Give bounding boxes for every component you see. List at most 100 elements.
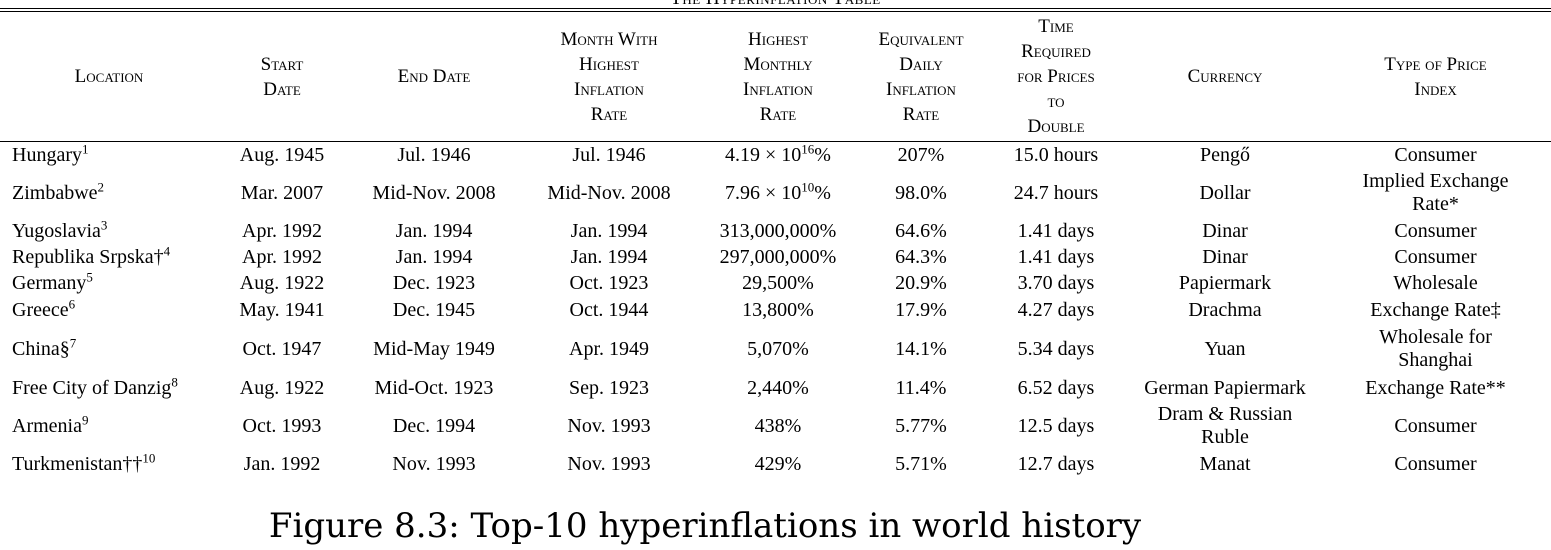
cell-price-index: Consumer — [1394, 453, 1477, 475]
table-row: Zimbabwe2 Mar. 2007 Mid-Nov. 2008 Mid-No… — [0, 169, 1551, 217]
cell-highest-monthly: 4.19 × 1016% — [725, 141, 831, 167]
cell-currency: Papiermark — [1178, 272, 1272, 294]
cell-price-index: Wholesale for Shanghai — [1379, 326, 1492, 371]
cell-daily-rate: 98.0% — [895, 182, 947, 204]
cell-currency: Dram & Russian Ruble — [1157, 403, 1293, 448]
cell-currency: Yuan — [1204, 338, 1246, 360]
cell-location: Turkmenistan††10 — [12, 450, 156, 475]
cell-end-date: Mid-Nov. 2008 — [372, 182, 496, 204]
table-row: Germany5 Aug. 1922 Dec. 1923 Oct. 1923 2… — [0, 270, 1551, 296]
cell-daily-rate: 207% — [897, 144, 945, 167]
cell-highest-monthly: 297,000,000% — [719, 246, 837, 268]
hyperinflation-table: Location Start Date End Date Month With Hi… — [0, 13, 1551, 477]
cell-location: China§7 — [12, 335, 77, 360]
cell-currency: Dinar — [1202, 219, 1248, 242]
cell-daily-rate: 64.6% — [895, 219, 947, 242]
cell-price-index: Consumer — [1394, 415, 1477, 437]
cell-end-date: Dec. 1994 — [392, 415, 476, 437]
cell-highest-monthly: 7.96 × 1010% — [725, 179, 831, 204]
top-rule-2 — [0, 11, 1551, 12]
cell-daily-rate: 20.9% — [895, 272, 947, 294]
cell-location: Germany5 — [12, 269, 93, 294]
cell-month-highest: Mid-Nov. 2008 — [547, 182, 671, 204]
cell-time-to-double: 6.52 days — [1017, 377, 1095, 399]
cell-price-index: Consumer — [1394, 246, 1477, 268]
cell-currency: Drachma — [1188, 298, 1262, 321]
header-start-date: Start Date — [260, 53, 304, 100]
cell-start-date: Mar. 2007 — [240, 182, 324, 204]
header-equivalent-daily: Equivalent Daily Inflation Rate — [878, 28, 964, 125]
cell-currency: Dollar — [1199, 182, 1251, 204]
cell-time-to-double: 1.41 days — [1017, 219, 1095, 242]
cell-highest-monthly: 2,440% — [747, 377, 809, 399]
header-highest-monthly: Highest Monthly Inflation Rate — [743, 28, 813, 125]
cell-price-index: Exchange Rate** — [1365, 377, 1506, 399]
cell-time-to-double: 3.70 days — [1017, 272, 1095, 294]
cell-start-date: Apr. 1992 — [242, 219, 322, 242]
cell-currency: German Papiermark — [1144, 377, 1306, 399]
cell-start-date: Aug. 1945 — [239, 144, 325, 167]
cell-start-date: Aug. 1922 — [239, 377, 325, 399]
header-time-required: Time Required for Prices to Double — [1017, 16, 1095, 138]
cell-end-date: Jan. 1994 — [395, 246, 473, 268]
cell-price-index: Wholesale — [1393, 272, 1478, 294]
cell-highest-monthly: 438% — [754, 415, 802, 437]
cell-start-date: Oct. 1993 — [242, 415, 322, 437]
cell-end-date: Mid-Oct. 1923 — [374, 377, 494, 399]
table-row: Free City of Danzig8 Aug. 1922 Mid-Oct. … — [0, 375, 1551, 401]
cell-daily-rate: 14.1% — [895, 338, 947, 360]
table-row: Hungary1 Aug. 1945 Jul. 1946 Jul. 1946 4… — [0, 141, 1551, 169]
cell-time-to-double: 15.0 hours — [1013, 144, 1099, 167]
cell-highest-monthly: 29,500% — [742, 272, 814, 294]
cell-start-date: Aug. 1922 — [239, 272, 325, 294]
cell-time-to-double: 1.41 days — [1017, 246, 1095, 268]
figure-caption: Figure 8.3: Top-10 hyperinflations in wo… — [268, 506, 1142, 546]
cell-end-date: Jan. 1994 — [395, 219, 473, 242]
cell-month-highest: Jan. 1994 — [570, 219, 648, 242]
cell-currency: Pengő — [1200, 144, 1250, 167]
cell-daily-rate: 5.77% — [895, 415, 947, 437]
table-row: Armenia9 Oct. 1993 Dec. 1994 Nov. 1993 4… — [0, 401, 1551, 451]
table-row: Turkmenistan††10 Jan. 1992 Nov. 1993 Nov… — [0, 451, 1551, 477]
cell-time-to-double: 5.34 days — [1017, 338, 1095, 360]
cell-time-to-double: 12.5 days — [1017, 415, 1095, 437]
cell-daily-rate: 64.3% — [895, 246, 947, 268]
cell-location: Republika Srpska†4 — [12, 243, 171, 268]
cell-month-highest: Jan. 1994 — [570, 246, 648, 268]
header-month-highest: Month With Highest Inflation Rate — [560, 28, 658, 125]
table-row: Greece6 May. 1941 Dec. 1945 Oct. 1944 13… — [0, 296, 1551, 323]
cell-location: Free City of Danzig8 — [12, 374, 178, 399]
cell-start-date: May. 1941 — [239, 298, 325, 321]
table-row: Republika Srpska†4 Apr. 1992 Jan. 1994 J… — [0, 244, 1551, 270]
table-header: Location Start Date End Date Month With Hi… — [0, 13, 1551, 141]
cell-end-date: Nov. 1993 — [392, 453, 476, 475]
header-currency: Currency — [1187, 66, 1263, 88]
cell-location: Hungary1 — [12, 141, 89, 167]
table-title: The Hyperinflation Table — [0, 0, 1551, 9]
cell-currency: Dinar — [1202, 246, 1248, 268]
header-price-index: Type of Price Index — [1384, 53, 1487, 100]
cell-start-date: Apr. 1992 — [242, 246, 322, 268]
cell-month-highest: Apr. 1949 — [569, 338, 649, 360]
cell-time-to-double: 12.7 days — [1017, 453, 1095, 475]
cell-location: Zimbabwe2 — [12, 179, 105, 204]
table-body: Hungary1 Aug. 1945 Jul. 1946 Jul. 1946 4… — [0, 141, 1551, 477]
cell-month-highest: Oct. 1923 — [569, 272, 649, 294]
cell-month-highest: Oct. 1944 — [569, 298, 649, 321]
cell-highest-monthly: 313,000,000% — [719, 219, 837, 242]
cell-month-highest: Jul. 1946 — [572, 144, 646, 167]
cell-price-index: Consumer — [1394, 219, 1477, 242]
header-location: Location — [74, 66, 144, 88]
cell-location: Armenia9 — [12, 412, 89, 437]
cell-location: Greece6 — [12, 295, 76, 321]
cell-start-date: Jan. 1992 — [243, 453, 321, 475]
cell-location: Yugoslavia3 — [12, 216, 108, 242]
cell-highest-monthly: 13,800% — [742, 298, 814, 321]
cell-end-date: Jul. 1946 — [397, 144, 471, 167]
cell-daily-rate: 5.71% — [895, 453, 947, 475]
cell-highest-monthly: 5,070% — [747, 338, 809, 360]
cell-time-to-double: 24.7 hours — [1013, 182, 1099, 204]
cell-price-index: Consumer — [1394, 144, 1477, 167]
cell-start-date: Oct. 1947 — [242, 338, 322, 360]
table-row: China§7 Oct. 1947 Mid-May 1949 Apr. 1949… — [0, 323, 1551, 375]
